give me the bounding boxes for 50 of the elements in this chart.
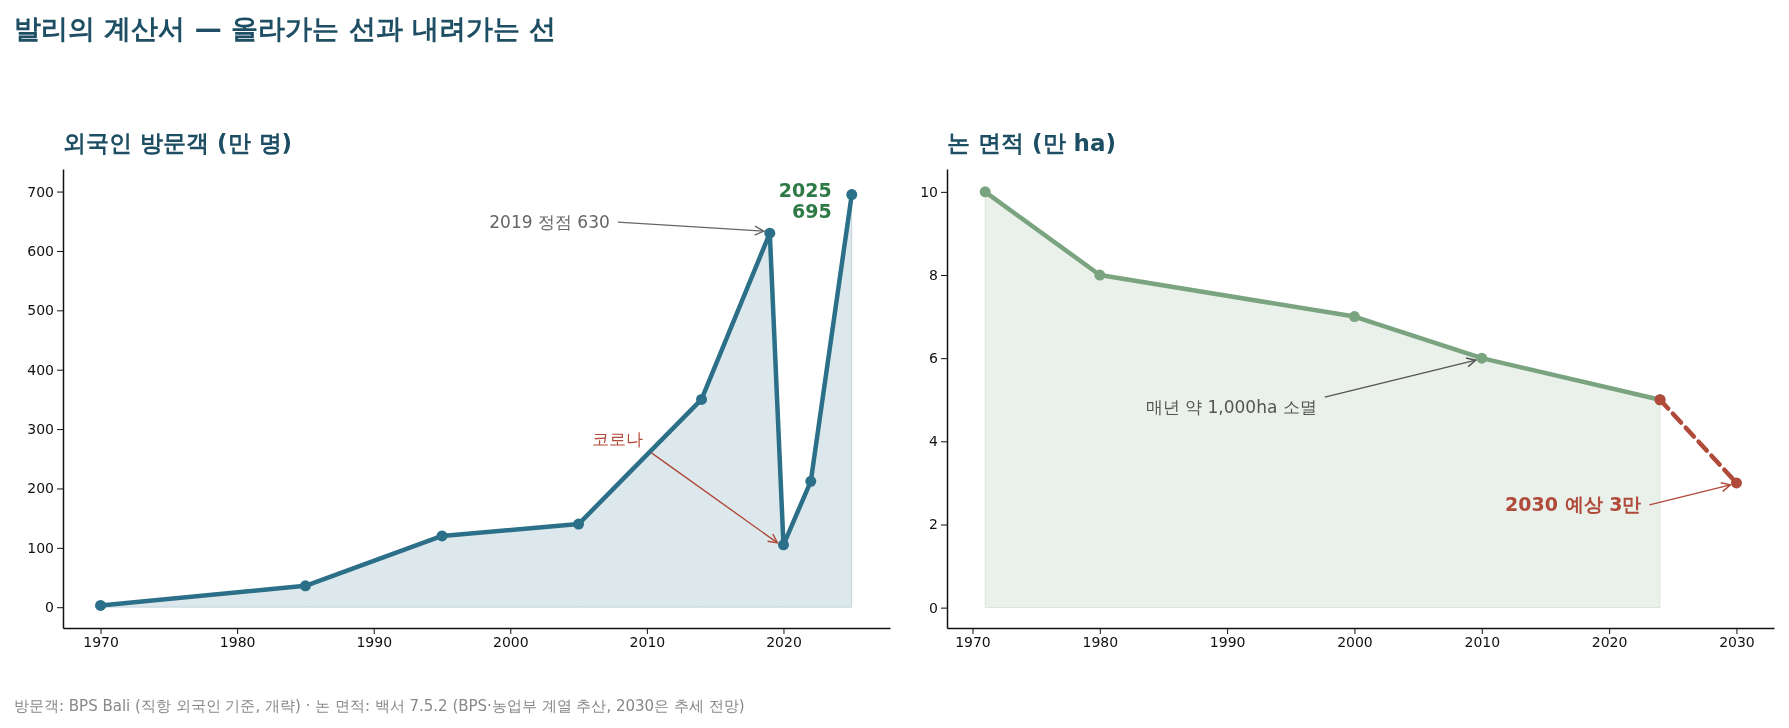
annotation: 2025 695 [778, 178, 832, 223]
x-tick-label: 2010 [1464, 633, 1501, 650]
x-tick-label: 2020 [1591, 633, 1628, 650]
point [846, 189, 858, 201]
y-tick-label: 200 [27, 480, 54, 497]
y-tick-label: 600 [27, 242, 54, 259]
point [1094, 269, 1106, 281]
x-tick-label: 1980 [1082, 633, 1119, 650]
x-tick-label: 2020 [766, 633, 802, 650]
x-tick-label: 2030 [1719, 633, 1755, 650]
point [1476, 352, 1488, 364]
y-tick-label: 8 [929, 267, 938, 283]
chart-title: 논 면적 (만 ha) [947, 130, 1116, 156]
annotation: 매년 약 1,000ha 소멸 [1145, 397, 1317, 418]
x-tick-label: 2000 [1337, 633, 1373, 650]
annotation: 코로나 [592, 428, 644, 449]
x-tick-label: 2000 [492, 633, 529, 650]
x-tick-label: 1980 [219, 633, 256, 650]
point [805, 475, 817, 487]
y-tick-label: 0 [45, 599, 54, 616]
annotation: 2019 정점 630 [489, 212, 610, 233]
x-tick-label: 1970 [955, 633, 991, 650]
y-tick-label: 700 [27, 183, 54, 200]
x-tick-label: 1990 [1209, 633, 1246, 650]
text: 방문객: BPS Bali (직항 외국인 기준, 개략) · 논 면적: 백서 7.5.2 (BPS·농업부 계열 추산, 2030은 추세 전망) [14, 697, 745, 715]
point [299, 580, 311, 592]
point [95, 599, 107, 611]
y-tick-label: 6 [929, 350, 939, 367]
point [979, 186, 991, 198]
point [1348, 311, 1360, 323]
x-tick-label: 1990 [356, 633, 393, 650]
point [696, 393, 708, 405]
y-tick-label: 10 [920, 183, 938, 200]
annotation: 2030 예상 3만 [1505, 492, 1642, 515]
y-tick-label: 2 [929, 516, 938, 533]
x-tick-label: 1970 [83, 633, 119, 650]
text: 발리의 계산서 — 올라가는 선과 내려가는 선 [14, 13, 557, 44]
y-tick-label: 500 [27, 302, 54, 319]
chart-title: 외국인 방문객 (만 명) [63, 130, 293, 156]
y-tick-label: 400 [27, 361, 54, 378]
point [764, 227, 776, 239]
point [573, 518, 585, 530]
y-tick-label: 100 [27, 539, 54, 556]
point [1730, 477, 1742, 489]
y-tick-label: 4 [929, 433, 939, 450]
point [777, 539, 789, 551]
y-tick-label: 300 [27, 421, 54, 438]
y-tick-label: 0 [929, 599, 938, 616]
point [436, 530, 448, 542]
x-tick-label: 2010 [629, 633, 666, 650]
